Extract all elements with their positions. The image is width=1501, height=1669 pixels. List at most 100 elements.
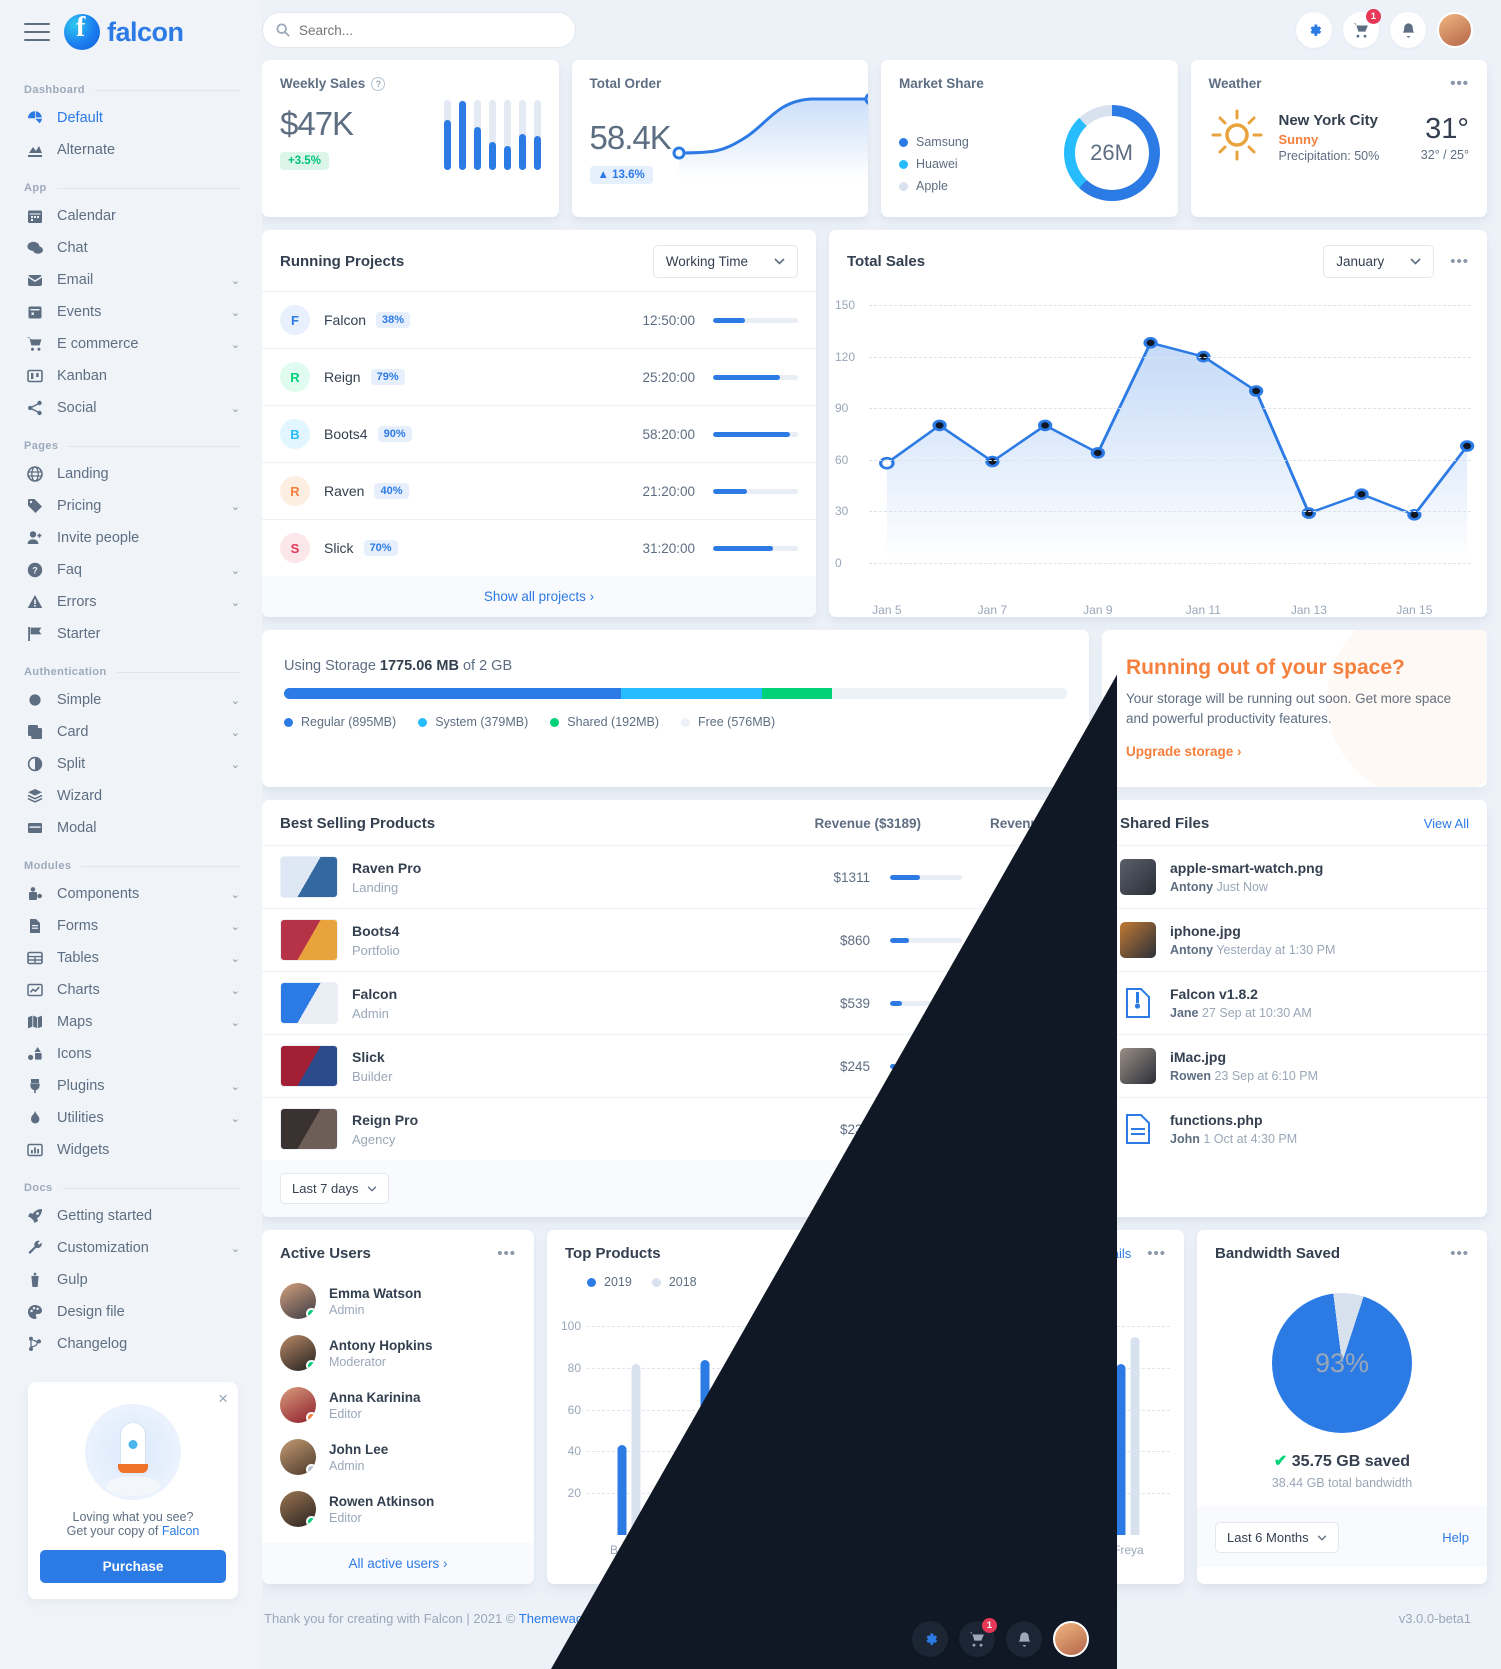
- sidebar-item-faq[interactable]: ? Faq ⌄: [0, 554, 262, 586]
- sidebar-item-changelog[interactable]: Changelog: [0, 1328, 262, 1360]
- chevron-down-icon[interactable]: ⌄: [230, 920, 240, 933]
- sidebar-item-events[interactable]: Events ⌄: [0, 296, 262, 328]
- chevron-down-icon[interactable]: ⌄: [230, 564, 240, 577]
- chevron-down-icon[interactable]: ⌄: [230, 402, 240, 415]
- sidebar-item-utilities[interactable]: Utilities ⌄: [0, 1102, 262, 1134]
- chevron-down-icon[interactable]: ⌄: [230, 726, 240, 739]
- project-row[interactable]: R Raven 40% 21:20:00: [262, 462, 816, 519]
- active-user-row[interactable]: Anna Karinina Editor: [262, 1379, 534, 1431]
- product-row[interactable]: Reign Pro Agency $234 7%: [262, 1097, 1089, 1160]
- sidebar-item-design-file[interactable]: Design file: [0, 1296, 262, 1328]
- ellipsis-icon[interactable]: •••: [1450, 252, 1469, 270]
- bell-icon[interactable]: [1390, 12, 1426, 48]
- chevron-down-icon[interactable]: ⌄: [230, 952, 240, 965]
- question-icon[interactable]: ?: [371, 76, 386, 91]
- search-input[interactable]: [262, 12, 576, 48]
- active-user-row[interactable]: Rowen Atkinson Editor: [262, 1483, 534, 1535]
- help-link[interactable]: Help: [1442, 1530, 1469, 1546]
- sidebar-item-errors[interactable]: Errors ⌄: [0, 586, 262, 618]
- sidebar-item-chat[interactable]: Chat: [0, 232, 262, 264]
- shared-file-row[interactable]: apple-smart-watch.png Antony Just Now: [1102, 845, 1487, 908]
- falcon-link[interactable]: Falcon: [161, 1524, 200, 1538]
- working-time-select[interactable]: Working Time: [652, 245, 798, 278]
- sidebar-item-simple[interactable]: Simple ⌄: [0, 684, 262, 716]
- sidebar-item-widgets[interactable]: Widgets: [0, 1134, 262, 1166]
- ellipsis-icon[interactable]: •••: [1147, 1244, 1166, 1262]
- shared-files-view-all-link[interactable]: View All: [1423, 816, 1469, 832]
- cart-icon[interactable]: 1: [1343, 9, 1381, 48]
- sidebar-item-card[interactable]: Card ⌄: [0, 716, 262, 748]
- all-active-users-link[interactable]: All active users ›: [262, 1543, 534, 1585]
- chevron-down-icon[interactable]: ⌄: [230, 274, 240, 287]
- ellipsis-icon[interactable]: •••: [1450, 74, 1469, 92]
- active-user-row[interactable]: John Lee Admin: [262, 1431, 534, 1483]
- project-row[interactable]: R Reign 79% 25:20:00: [262, 348, 816, 405]
- chevron-down-icon[interactable]: ⌄: [230, 596, 240, 609]
- ellipsis-icon[interactable]: •••: [497, 1244, 516, 1262]
- sidebar-item-calendar[interactable]: Calendar: [0, 200, 262, 232]
- search-box[interactable]: [262, 12, 576, 48]
- product-row[interactable]: Raven Pro Landing $1311 41%: [262, 845, 1089, 908]
- sidebar-item-forms[interactable]: Forms ⌄: [0, 910, 262, 942]
- themewagon-link[interactable]: Themewagon: [518, 1611, 598, 1627]
- sidebar-item-icons[interactable]: Icons: [0, 1038, 262, 1070]
- shared-file-row[interactable]: iMac.jpg Rowen 23 Sep at 6:10 PM: [1102, 1034, 1487, 1097]
- chevron-down-icon[interactable]: ⌄: [230, 694, 240, 707]
- sidebar-item-starter[interactable]: Starter: [0, 618, 262, 650]
- view-details-link[interactable]: View Details: [1059, 1246, 1132, 1262]
- chevron-down-icon[interactable]: ⌄: [230, 1016, 240, 1029]
- sidebar-item-email[interactable]: Email ⌄: [0, 264, 262, 296]
- last-6-months-select[interactable]: Last 6 Months: [1215, 1522, 1339, 1554]
- gear-icon[interactable]: [1296, 12, 1332, 48]
- upgrade-storage-link[interactable]: Upgrade storage ›: [1126, 744, 1242, 760]
- sidebar-item-e-commerce[interactable]: E commerce ⌄: [0, 328, 262, 360]
- show-all-projects-link[interactable]: Show all projects ›: [262, 576, 816, 617]
- close-icon[interactable]: ×: [218, 1389, 228, 1408]
- sidebar-item-default[interactable]: Default: [0, 102, 262, 134]
- chevron-down-icon[interactable]: ⌄: [230, 1080, 240, 1093]
- active-user-row[interactable]: Emma Watson Admin: [262, 1275, 534, 1327]
- chevron-down-icon[interactable]: ⌄: [230, 306, 240, 319]
- avatar[interactable]: [1437, 12, 1473, 48]
- ellipsis-icon[interactable]: •••: [1450, 1244, 1469, 1262]
- sidebar-item-tables[interactable]: Tables ⌄: [0, 942, 262, 974]
- month-select[interactable]: January: [1323, 245, 1435, 278]
- product-row[interactable]: Boots4 Portfolio $860 27%: [262, 908, 1089, 971]
- hamburger-menu-icon[interactable]: [24, 23, 50, 41]
- product-row[interactable]: Falcon Admin $539 17%: [262, 971, 1089, 1034]
- sidebar-item-getting-started[interactable]: Getting started: [0, 1200, 262, 1232]
- view-all-products-button[interactable]: View All: [1001, 1173, 1071, 1205]
- sidebar-item-invite-people[interactable]: Invite people: [0, 522, 262, 554]
- project-row[interactable]: F Falcon 38% 12:50:00: [262, 291, 816, 348]
- sidebar-item-gulp[interactable]: Gulp: [0, 1264, 262, 1296]
- sidebar-item-split[interactable]: Split ⌄: [0, 748, 262, 780]
- sidebar-item-components[interactable]: Components ⌄: [0, 878, 262, 910]
- active-user-row[interactable]: Antony Hopkins Moderator: [262, 1327, 534, 1379]
- chevron-down-icon[interactable]: ⌄: [230, 758, 240, 771]
- sidebar-item-plugins[interactable]: Plugins ⌄: [0, 1070, 262, 1102]
- sidebar-item-social[interactable]: Social ⌄: [0, 392, 262, 424]
- project-row[interactable]: S Slick 70% 31:20:00: [262, 519, 816, 576]
- shared-file-row[interactable]: functions.php John 1 Oct at 4:30 PM: [1102, 1097, 1487, 1160]
- chevron-down-icon[interactable]: ⌄: [230, 888, 240, 901]
- chevron-down-icon[interactable]: ⌄: [230, 338, 240, 351]
- sidebar-item-kanban[interactable]: Kanban: [0, 360, 262, 392]
- purchase-button[interactable]: Purchase: [40, 1550, 226, 1583]
- shared-file-row[interactable]: iphone.jpg Antony Yesterday at 1:30 PM: [1102, 908, 1487, 971]
- shared-file-row[interactable]: Falcon v1.8.2 Jane 27 Sep at 10:30 AM: [1102, 971, 1487, 1034]
- chevron-down-icon[interactable]: ⌄: [230, 500, 240, 513]
- chevron-down-icon[interactable]: ⌄: [230, 1112, 240, 1125]
- sidebar-item-customization[interactable]: Customization ⌄: [0, 1232, 262, 1264]
- project-row[interactable]: B Boots4 90% 58:20:00: [262, 405, 816, 462]
- last-7-days-select[interactable]: Last 7 days: [280, 1173, 389, 1205]
- sidebar-item-pricing[interactable]: Pricing ⌄: [0, 490, 262, 522]
- chevron-down-icon[interactable]: ⌄: [230, 984, 240, 997]
- sidebar-item-wizard[interactable]: Wizard: [0, 780, 262, 812]
- chevron-down-icon[interactable]: ⌄: [230, 1242, 240, 1255]
- product-row[interactable]: Slick Builder $245 8%: [262, 1034, 1089, 1097]
- sidebar-item-landing[interactable]: Landing: [0, 458, 262, 490]
- brand-logo[interactable]: falcon: [64, 12, 184, 50]
- sidebar-item-alternate[interactable]: Alternate: [0, 134, 262, 166]
- sidebar-item-charts[interactable]: Charts ⌄: [0, 974, 262, 1006]
- sidebar-item-modal[interactable]: Modal: [0, 812, 262, 844]
